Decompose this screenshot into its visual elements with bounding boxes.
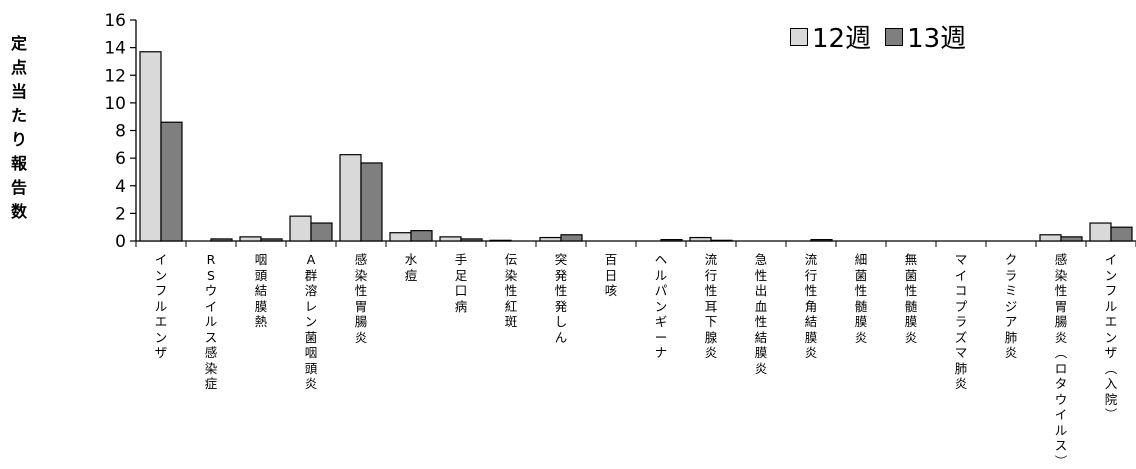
x-tick-label: 突発性発しん	[554, 252, 568, 345]
bars	[139, 51, 1133, 242]
x-tick-label: 無菌性髄膜炎	[904, 252, 918, 345]
bar-week12	[1089, 222, 1112, 242]
legend-item-13: 13週	[885, 18, 966, 55]
y-axis-label-char: 定	[10, 34, 27, 53]
bar-week12	[489, 239, 512, 242]
legend: 12週 13週	[790, 18, 966, 55]
y-axis-label-char: た	[10, 106, 27, 125]
legend-item-12: 12週	[790, 18, 871, 55]
legend-swatch-12	[790, 27, 808, 46]
bar-week13	[410, 230, 433, 242]
x-tick-label: インフルエンザ ︵ 入院 ︶	[1104, 252, 1118, 422]
y-axis-label-char: 点	[10, 58, 27, 77]
x-tick-label: 百日咳	[604, 252, 618, 298]
x-tick-label: 細菌性髄膜炎	[854, 252, 868, 345]
bar-week12	[389, 232, 412, 242]
bar-week12	[139, 51, 162, 242]
bar-week12	[1039, 234, 1062, 242]
y-tick-label: 8	[115, 122, 126, 142]
y-tick-label: 12	[104, 66, 126, 86]
bar-week12	[439, 236, 462, 242]
bar-week13	[660, 239, 683, 242]
bar-week12	[239, 236, 262, 242]
bar-week13	[460, 238, 483, 242]
bar-week12	[689, 236, 712, 242]
x-tick-label: ヘルパンギーナ	[654, 252, 668, 360]
x-tick-label: マイコプラズマ肺炎	[954, 252, 968, 391]
y-axis-label-char: 報	[10, 154, 27, 173]
legend-label-13: 13週	[907, 24, 967, 54]
y-tick-label: 0	[115, 232, 126, 252]
x-tick-label: 急性出血性結膜炎	[754, 252, 768, 376]
y-axis-label-char: 数	[10, 202, 27, 221]
bar-week12	[289, 215, 312, 242]
x-tick-label: 咽頭結膜熱	[254, 252, 268, 329]
y-tick-label: 10	[104, 94, 126, 114]
bar-week13	[1110, 226, 1133, 242]
y-axis-label-char: 告	[10, 178, 27, 197]
x-tick-label: クラミジア肺炎	[1004, 252, 1018, 360]
bar-week12	[539, 236, 562, 242]
bar-week13	[310, 222, 333, 242]
legend-swatch-13	[885, 27, 904, 46]
x-tick-label: 水痘	[404, 252, 418, 283]
x-tick-label: 流行性角結膜炎	[804, 252, 818, 360]
bar-week13	[810, 239, 833, 242]
y-tick-label: 4	[115, 177, 126, 197]
x-tick-label: 流行性耳下腺炎	[704, 252, 718, 360]
bar-week12	[339, 154, 362, 242]
x-tick-label: 伝染性紅斑	[504, 252, 518, 329]
bar-week13	[260, 238, 283, 242]
x-tick-label: 感染性胃腸炎 ︵ ロタウイルス ︶	[1054, 252, 1068, 469]
legend-label-12: 12週	[812, 24, 872, 54]
y-tick-label: 6	[115, 149, 126, 169]
y-tick-label: 16	[104, 11, 126, 31]
x-tick-label: 感染性胃腸炎	[354, 252, 368, 345]
y-axis-label-char: り	[10, 130, 27, 149]
bar-week13	[1060, 236, 1083, 242]
bar-week13	[210, 238, 233, 242]
y-tick-label: 2	[115, 204, 126, 224]
axes: 0 2 4 6 8 10 12 14 16	[104, 11, 1136, 252]
bar-week13	[710, 239, 733, 242]
bar-week13	[360, 162, 383, 242]
y-tick-label: 14	[104, 39, 126, 59]
y-axis-label-char: 当	[10, 82, 27, 101]
bar-week13	[160, 121, 183, 242]
bar-week13	[560, 234, 583, 242]
x-tick-label: 手足口病	[454, 252, 468, 314]
y-axis-label: 定点当たり報告数	[8, 32, 30, 224]
x-tick-label: インフルエンザ	[154, 252, 168, 360]
